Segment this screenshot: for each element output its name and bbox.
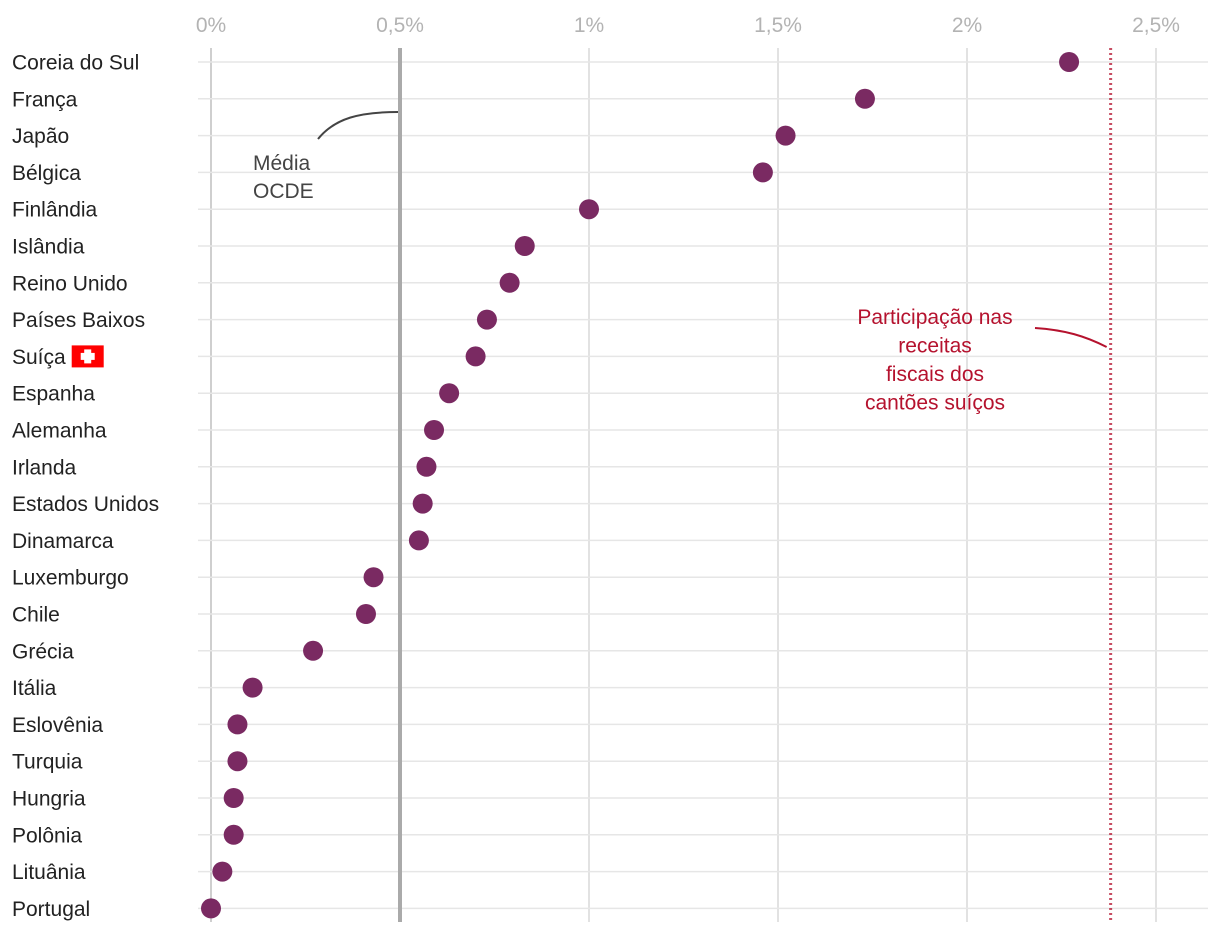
category-label: Coreia do Sul [12, 52, 139, 75]
reference-lines-layer [398, 48, 1113, 922]
canton-annotation-label: fiscais dos [886, 363, 984, 386]
x-tick-label: 1,5% [754, 14, 802, 37]
canton-annotation-label: receitas [898, 335, 972, 358]
category-label: Portugal [12, 898, 90, 921]
category-label: França [12, 88, 78, 111]
data-point [579, 199, 599, 220]
data-point [363, 567, 384, 588]
data-point [227, 714, 248, 735]
grid-layer [210, 48, 1157, 922]
x-tick-label: 1% [574, 14, 604, 37]
data-point [752, 162, 773, 183]
category-label: Chile [12, 604, 60, 627]
flag-cross-horizontal [80, 352, 95, 360]
canton-annotation-label: cantões suíços [865, 392, 1005, 415]
oecd-annotation-label: Média [253, 152, 311, 175]
data-point [499, 272, 520, 293]
swiss-flag-icon [71, 345, 104, 368]
oecd-annotation-label: OCDE [253, 180, 314, 203]
data-point [408, 530, 429, 551]
category-label: Irlanda [12, 456, 77, 479]
category-label: Lituânia [12, 861, 86, 884]
data-point [223, 788, 244, 808]
x-axis-ticks: 0% 0,5% 1% 1,5% 2% 2,5% [196, 14, 1180, 37]
category-label: Japão [12, 125, 69, 148]
data-points [201, 52, 1080, 919]
category-label: Finlândia [12, 199, 98, 222]
data-point [223, 824, 244, 845]
data-point [476, 309, 497, 330]
category-label: Bélgica [12, 162, 81, 185]
category-label: Dinamarca [12, 530, 114, 553]
category-label: Eslovênia [12, 714, 103, 737]
row-lines-layer [198, 61, 1208, 910]
data-point [355, 604, 376, 624]
category-labels: Coreia do Sul França Japão Bélgica Finlândia… [12, 52, 159, 921]
data-point [775, 125, 796, 146]
data-point [201, 898, 221, 919]
data-point [227, 751, 248, 772]
data-point [212, 861, 233, 882]
category-label: Reino Unido [12, 272, 128, 295]
category-label: Suíça [12, 346, 66, 369]
data-point [303, 640, 324, 661]
x-tick-label: 0,5% [376, 14, 424, 37]
category-label: Países Baixos [12, 309, 145, 332]
category-label: Hungria [12, 788, 86, 811]
category-label: Turquia [12, 751, 83, 774]
data-point [1059, 52, 1080, 72]
category-label: Estados Unidos [12, 493, 159, 516]
x-tick-label: 2,5% [1132, 14, 1180, 37]
oecd-annotation-leader [317, 111, 399, 140]
category-label: Grécia [12, 640, 74, 663]
data-point [514, 236, 535, 256]
data-point [424, 420, 445, 440]
x-tick-label: 2% [952, 14, 982, 37]
data-point [412, 493, 433, 514]
data-point [242, 677, 263, 698]
x-tick-label: 0% [196, 14, 226, 37]
data-point [416, 456, 437, 477]
data-point [465, 346, 486, 367]
canton-annotation-leader [1034, 327, 1108, 348]
category-label: Alemanha [12, 420, 107, 443]
data-point [854, 88, 875, 109]
data-point [439, 383, 460, 404]
category-label: Polônia [12, 824, 82, 847]
category-label: Islândia [12, 236, 85, 259]
category-label: Luxemburgo [12, 567, 129, 590]
category-label: Itália [12, 677, 57, 700]
canton-annotation-label: Participação nas [857, 306, 1012, 329]
category-label: Espanha [12, 383, 95, 406]
annotations: Média OCDE Participação nas receitas fiscais… [253, 111, 1108, 415]
